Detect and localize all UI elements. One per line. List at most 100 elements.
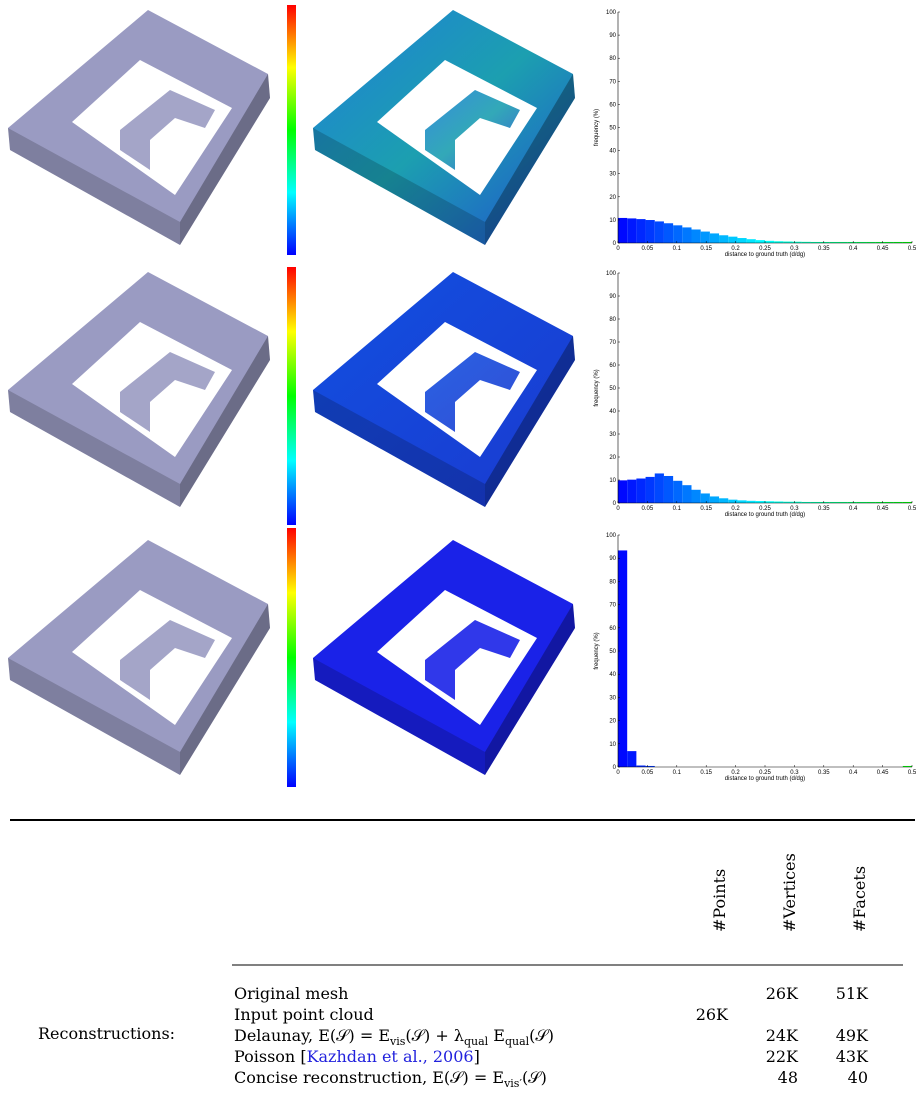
bar <box>884 241 894 243</box>
y-tick-label: 60 <box>609 626 616 632</box>
bar <box>783 501 793 503</box>
x-tick-label: 0.5 <box>908 770 917 776</box>
bar <box>902 501 912 503</box>
label-text: ] <box>474 1047 480 1066</box>
bar <box>636 765 646 767</box>
x-tick-label: 0.15 <box>700 770 712 776</box>
x-tick-label: 0.05 <box>642 770 654 776</box>
y-tick-label: 100 <box>606 10 617 16</box>
citation[interactable]: Kazhdan et al., 2006 <box>307 1047 474 1066</box>
row-label: Original mesh <box>234 984 348 1003</box>
bar <box>746 500 756 503</box>
bar <box>709 496 720 503</box>
y-tick-label: 100 <box>606 533 617 539</box>
cell-facets: 43K <box>836 1047 869 1066</box>
x-tick-label: 0.15 <box>700 506 712 512</box>
subscript: vis <box>389 1035 406 1048</box>
y-tick-label: 60 <box>609 363 616 369</box>
bar <box>792 501 802 503</box>
y-tick-label: 90 <box>609 556 616 562</box>
y-tick-label: 0 <box>613 501 617 507</box>
bar <box>673 225 683 243</box>
bar <box>856 241 867 243</box>
bar <box>875 241 885 243</box>
x-tick-label: 0.1 <box>673 246 682 252</box>
y-tick-label: 70 <box>609 603 616 609</box>
y-axis-label: frequency (%) <box>594 369 600 406</box>
bar <box>663 223 674 243</box>
bar <box>728 236 738 243</box>
error-render <box>313 10 575 245</box>
mesh-render <box>8 272 270 507</box>
y-tick-label: 20 <box>609 195 616 201</box>
x-axis-label: distance to ground truth (d/dg) <box>725 776 805 782</box>
bar <box>728 499 738 503</box>
row-label: Delaunay, E(𝒮) = Evis(𝒮) + λqual Equal(𝒮… <box>234 1026 554 1048</box>
y-tick-label: 80 <box>609 579 616 585</box>
bar <box>691 229 701 243</box>
bar <box>829 241 839 243</box>
y-tick-label: 80 <box>609 56 616 62</box>
group-label: Reconstructions: <box>38 1024 175 1043</box>
x-tick-label: 0.1 <box>673 506 682 512</box>
x-tick-label: 0.45 <box>877 246 889 252</box>
x-tick-label: 0.3 <box>790 246 799 252</box>
colorbar <box>287 5 296 255</box>
bar <box>618 217 628 243</box>
row-label: Concise reconstruction, E(𝒮) = Evis′(𝒮) <box>234 1068 547 1088</box>
bar <box>884 501 894 503</box>
error-render <box>313 540 575 775</box>
bar <box>875 501 885 503</box>
y-axis-label: frequency (%) <box>594 109 600 146</box>
bar <box>700 493 710 503</box>
bar <box>856 501 867 503</box>
cell-facets: 40 <box>848 1068 868 1087</box>
x-tick-label: 0 <box>616 770 620 776</box>
bar <box>645 220 655 243</box>
x-tick-label: 0.05 <box>642 246 654 252</box>
bar <box>801 241 811 243</box>
bar <box>838 241 848 243</box>
bar <box>737 500 747 503</box>
bar <box>700 231 710 243</box>
column-header: #Facets <box>850 866 869 932</box>
bar <box>645 476 655 503</box>
y-tick-label: 90 <box>609 33 616 39</box>
bar <box>765 240 775 243</box>
y-tick-label: 70 <box>609 79 616 85</box>
cell-facets: 49K <box>836 1026 869 1045</box>
x-tick-label: 0.3 <box>790 506 799 512</box>
x-tick-label: 0.35 <box>818 770 830 776</box>
bar <box>737 238 747 243</box>
bar <box>866 241 876 243</box>
bar <box>636 478 646 503</box>
bar <box>618 480 628 503</box>
bar <box>636 219 646 243</box>
bar <box>774 241 784 243</box>
bar <box>654 473 664 503</box>
x-tick-label: 0.4 <box>849 506 858 512</box>
x-tick-label: 0.25 <box>759 770 771 776</box>
bar <box>618 550 628 767</box>
y-tick-label: 40 <box>609 149 616 155</box>
mesh-render <box>8 10 270 245</box>
y-tick-label: 90 <box>609 294 616 300</box>
colorbar <box>287 528 296 787</box>
y-tick-label: 40 <box>609 409 616 415</box>
x-tick-label: 0.5 <box>908 506 917 512</box>
label-text: E <box>488 1026 505 1045</box>
histogram: 0 10 20 30 40 50 60 70 80 90 100 0 0.05 0.1 0.15 0.2 0.2… <box>594 10 917 258</box>
bar <box>765 501 775 503</box>
bar <box>801 501 811 503</box>
x-tick-label: 0.25 <box>759 246 771 252</box>
y-tick-label: 80 <box>609 317 616 323</box>
bar <box>810 501 821 503</box>
bar <box>654 221 664 243</box>
x-tick-label: 0.5 <box>908 246 917 252</box>
y-tick-label: 10 <box>609 742 616 748</box>
x-tick-label: 0.1 <box>673 770 682 776</box>
row-label: Input point cloud <box>234 1005 374 1024</box>
y-tick-label: 30 <box>609 695 616 701</box>
bar <box>902 765 912 767</box>
